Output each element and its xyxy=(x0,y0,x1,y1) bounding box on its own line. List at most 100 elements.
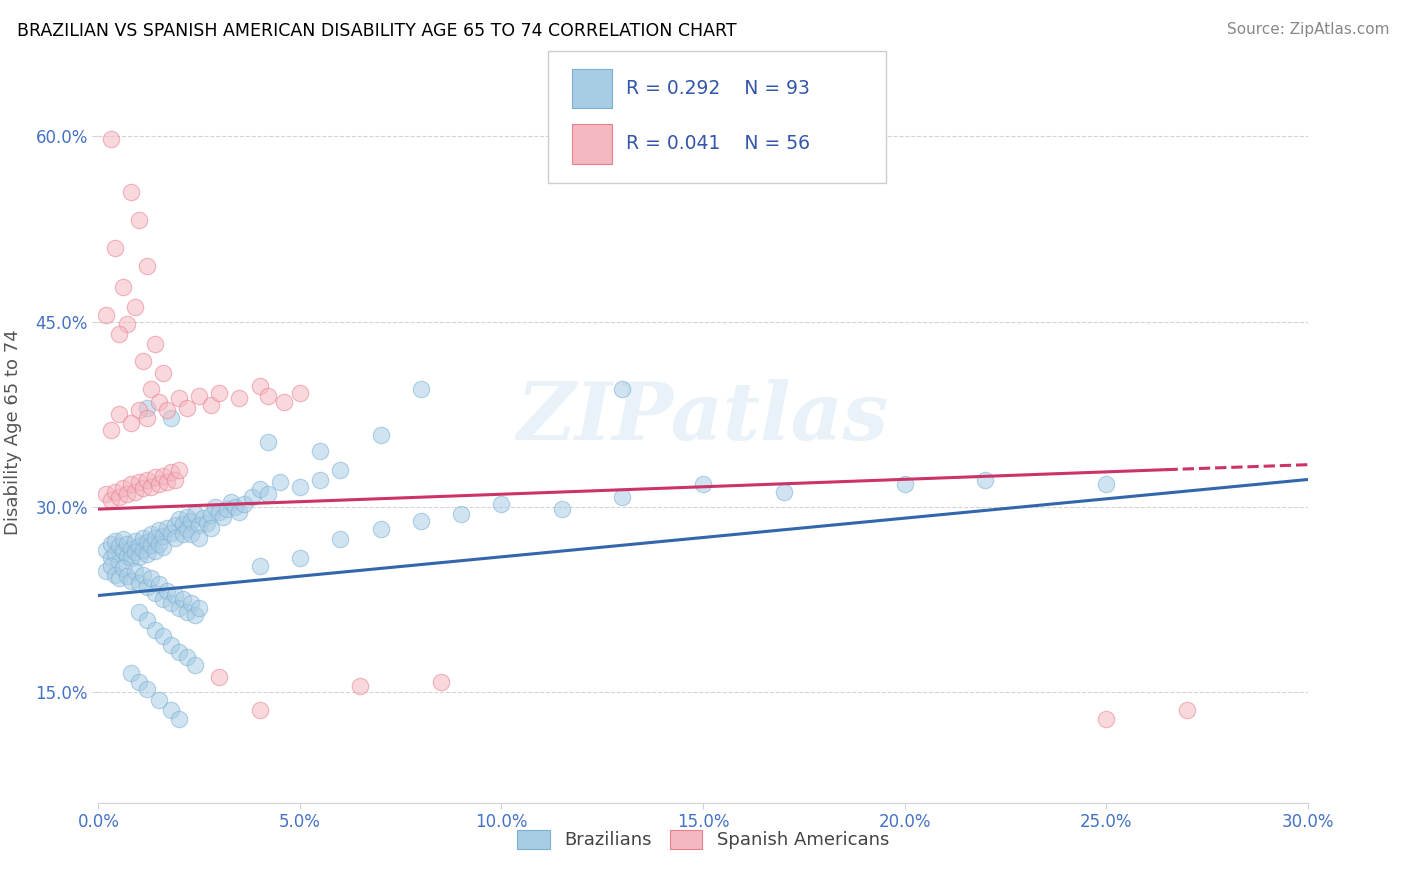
Point xyxy=(128,674,150,689)
Point xyxy=(120,541,142,556)
Point xyxy=(128,576,150,591)
Point xyxy=(612,383,634,397)
Point xyxy=(148,477,170,491)
Point xyxy=(103,240,125,255)
Point xyxy=(100,536,122,550)
Point xyxy=(163,531,186,545)
Point xyxy=(148,536,170,550)
Point xyxy=(167,600,190,615)
Point xyxy=(156,583,179,598)
Point xyxy=(115,536,138,550)
Point xyxy=(111,280,134,294)
Point xyxy=(124,534,146,549)
Point xyxy=(152,468,174,483)
Point xyxy=(148,523,170,537)
Point xyxy=(240,490,263,504)
Point xyxy=(156,475,179,489)
Point xyxy=(269,475,291,489)
Point xyxy=(135,580,157,594)
Point xyxy=(135,682,157,697)
Point xyxy=(152,367,174,381)
Point xyxy=(135,613,157,627)
Point xyxy=(1095,477,1118,491)
Point xyxy=(160,465,183,479)
Point xyxy=(124,484,146,499)
Point xyxy=(128,605,150,619)
Point xyxy=(128,550,150,565)
Point xyxy=(228,505,250,519)
Point xyxy=(96,309,118,323)
Point xyxy=(188,531,211,545)
Point xyxy=(103,484,125,499)
Point xyxy=(111,532,134,546)
Point xyxy=(329,532,352,546)
Point xyxy=(148,693,170,707)
Point xyxy=(135,410,157,425)
Point xyxy=(111,561,134,575)
Point xyxy=(120,185,142,199)
Point xyxy=(184,657,207,672)
Point xyxy=(115,317,138,331)
Point xyxy=(143,336,166,351)
Point xyxy=(107,326,129,341)
Point xyxy=(139,480,162,494)
Point xyxy=(120,574,142,588)
Point xyxy=(217,502,239,516)
Point xyxy=(120,551,142,566)
Point xyxy=(132,531,155,545)
Point xyxy=(111,481,134,495)
Point xyxy=(172,516,194,531)
Point xyxy=(208,670,231,684)
Point xyxy=(100,493,122,508)
Point xyxy=(193,510,215,524)
Point xyxy=(128,539,150,553)
Point xyxy=(184,608,207,623)
Point xyxy=(96,564,118,578)
Point xyxy=(409,383,432,397)
Point xyxy=(128,475,150,489)
Point xyxy=(115,568,138,582)
Point xyxy=(212,509,235,524)
Point xyxy=(152,529,174,543)
Point xyxy=(96,487,118,501)
Point xyxy=(180,515,202,529)
Point xyxy=(148,577,170,591)
Point xyxy=(156,403,179,417)
Point xyxy=(692,477,714,491)
Point xyxy=(249,558,271,573)
Point xyxy=(107,555,129,569)
Point xyxy=(329,462,352,476)
Point xyxy=(120,666,142,681)
Point xyxy=(172,526,194,541)
Point xyxy=(100,132,122,146)
Point xyxy=(450,507,472,521)
Point xyxy=(893,477,915,491)
Point xyxy=(139,526,162,541)
Point xyxy=(204,500,226,514)
Point xyxy=(167,462,190,476)
Point xyxy=(128,213,150,227)
Point xyxy=(120,477,142,491)
Point xyxy=(167,712,190,726)
Point xyxy=(309,473,332,487)
Point xyxy=(143,531,166,545)
Point xyxy=(132,542,155,557)
Point xyxy=(551,502,574,516)
Point xyxy=(135,473,157,487)
Point xyxy=(160,703,183,717)
Legend: Brazilians, Spanish Americans: Brazilians, Spanish Americans xyxy=(510,823,896,856)
Point xyxy=(135,259,157,273)
Point xyxy=(349,679,371,693)
Point xyxy=(200,399,222,413)
Text: ZIPatlas: ZIPatlas xyxy=(517,379,889,457)
Point xyxy=(152,592,174,607)
Point xyxy=(176,522,198,536)
Point xyxy=(100,551,122,566)
Point xyxy=(288,480,311,494)
Point xyxy=(228,391,250,405)
Point xyxy=(103,567,125,582)
Point xyxy=(1175,703,1198,717)
Point xyxy=(152,629,174,643)
Point xyxy=(200,508,222,523)
Point xyxy=(96,542,118,557)
